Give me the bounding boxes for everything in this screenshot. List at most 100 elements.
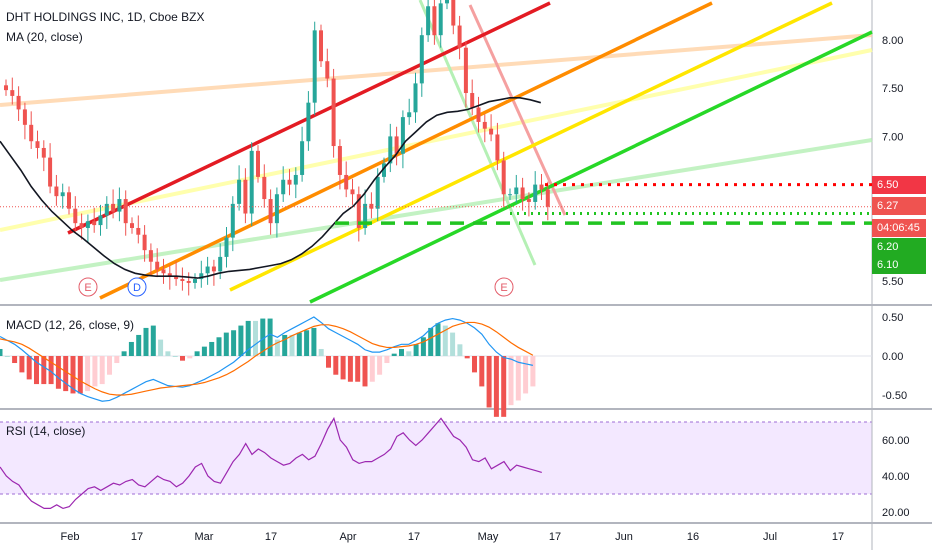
x-tick-label: Apr xyxy=(339,531,356,543)
event-marker xyxy=(78,277,98,297)
macd-histogram-bar xyxy=(245,320,251,356)
candle-body xyxy=(60,192,65,197)
chart-title: DHT HOLDINGS INC, 1D, Cboe BZX xyxy=(6,10,205,24)
candle-body xyxy=(533,184,538,202)
macd-histogram-bar xyxy=(209,341,215,356)
macd-histogram-bar xyxy=(99,356,105,385)
candle-body xyxy=(306,102,311,142)
macd-histogram-bar xyxy=(479,356,485,387)
macd-histogram-bar xyxy=(85,356,91,392)
candle-body xyxy=(413,83,418,113)
macd-histogram-bar xyxy=(340,356,346,380)
candle-body xyxy=(79,223,84,228)
rsi-pane xyxy=(0,416,542,510)
candle-body xyxy=(142,234,147,251)
macd-histogram-bar xyxy=(201,346,207,356)
candle-body xyxy=(426,6,431,36)
event-marker-label: E xyxy=(500,282,507,294)
price-tag-610: 6.10 xyxy=(872,256,926,274)
candle-body xyxy=(54,186,59,197)
candle-body xyxy=(230,203,235,238)
macd-histogram-bar xyxy=(253,320,258,356)
candle-body xyxy=(400,117,405,154)
price-tick-label: 7.50 xyxy=(882,83,903,95)
lower-channel-line xyxy=(229,1,833,292)
macd-histogram-bar xyxy=(508,356,514,406)
candle-body xyxy=(388,136,393,164)
candle-body xyxy=(445,0,449,4)
macd-histogram-bar xyxy=(63,356,69,392)
candle-body xyxy=(256,150,260,177)
candle-body xyxy=(382,163,386,177)
x-tick-label: 17 xyxy=(131,531,143,543)
macd-histogram-bar xyxy=(406,351,412,356)
x-tick-label: May xyxy=(478,531,499,543)
candle-body xyxy=(451,0,456,26)
macd-histogram-bar xyxy=(384,356,390,364)
candle-body xyxy=(180,279,185,281)
macd-histogram-bar xyxy=(304,330,310,356)
macd-histogram-bar xyxy=(107,356,112,375)
candle-body xyxy=(237,179,242,204)
candle-body xyxy=(193,279,197,283)
faint-green-steep-line xyxy=(418,0,537,266)
rsi-tick-label: 40.00 xyxy=(882,471,910,483)
macd-histogram-bar xyxy=(435,323,441,356)
macd-histogram-bar xyxy=(493,356,499,417)
macd-histogram-bar xyxy=(48,356,54,385)
x-tick-label: 16 xyxy=(687,531,699,543)
macd-histogram-bar xyxy=(187,356,193,359)
macd-histogram-bar xyxy=(311,327,317,356)
candle-body xyxy=(85,221,90,228)
candle-body xyxy=(48,157,53,187)
macd-histogram-bar xyxy=(420,337,426,356)
macd-histogram-bar xyxy=(26,356,32,380)
candle-body xyxy=(337,146,342,175)
macd-histogram-bar xyxy=(216,337,222,356)
rsi-legend-label: RSI (14, close) xyxy=(6,424,86,438)
x-tick-label: Feb xyxy=(61,531,80,543)
candle-body xyxy=(514,187,519,195)
x-tick-label: 17 xyxy=(265,531,277,543)
macd-histogram-bar xyxy=(4,356,10,357)
macd-histogram-bar xyxy=(530,356,536,387)
candle-body xyxy=(249,150,254,214)
macd-histogram-bar xyxy=(143,327,149,356)
candle-body xyxy=(375,176,380,209)
macd-histogram-bar xyxy=(231,330,237,356)
macd-tick-label: 0.50 xyxy=(882,312,903,324)
macd-histogram-bar xyxy=(172,356,178,357)
candle-body xyxy=(325,61,330,79)
macd-histogram-bar xyxy=(150,325,156,356)
candle-body xyxy=(148,250,153,262)
rsi-tick-label: 60.00 xyxy=(882,435,910,447)
macd-line xyxy=(0,316,534,402)
macd-histogram-bar xyxy=(464,356,470,359)
candle-body xyxy=(312,30,317,103)
macd-histogram-bar xyxy=(194,351,200,356)
candle-body xyxy=(161,269,166,274)
macd-histogram-bar xyxy=(136,334,142,356)
countdown-tag: 04:06:45 xyxy=(872,219,926,237)
x-tick-label: Mar xyxy=(195,531,214,543)
candle-body xyxy=(407,112,412,118)
candle-body xyxy=(4,85,8,91)
macd-histogram-bar xyxy=(369,356,375,382)
price-tag-620: 6.20 xyxy=(872,238,926,256)
candle-body xyxy=(526,199,531,202)
x-tick-label: 17 xyxy=(408,531,420,543)
macd-histogram-bar xyxy=(180,356,185,361)
candle-body xyxy=(287,179,292,185)
macd-histogram-bar xyxy=(260,318,266,356)
price-tick-label: 7.00 xyxy=(882,131,903,143)
candle-body xyxy=(67,192,71,209)
event-marker xyxy=(127,277,147,297)
macd-histogram-bar xyxy=(55,356,61,389)
candle-body xyxy=(111,203,116,212)
macd-histogram-bar xyxy=(377,356,383,375)
candle-body xyxy=(136,227,141,235)
candle-body xyxy=(293,174,298,185)
price-tag-650: 6.50 xyxy=(872,176,926,194)
